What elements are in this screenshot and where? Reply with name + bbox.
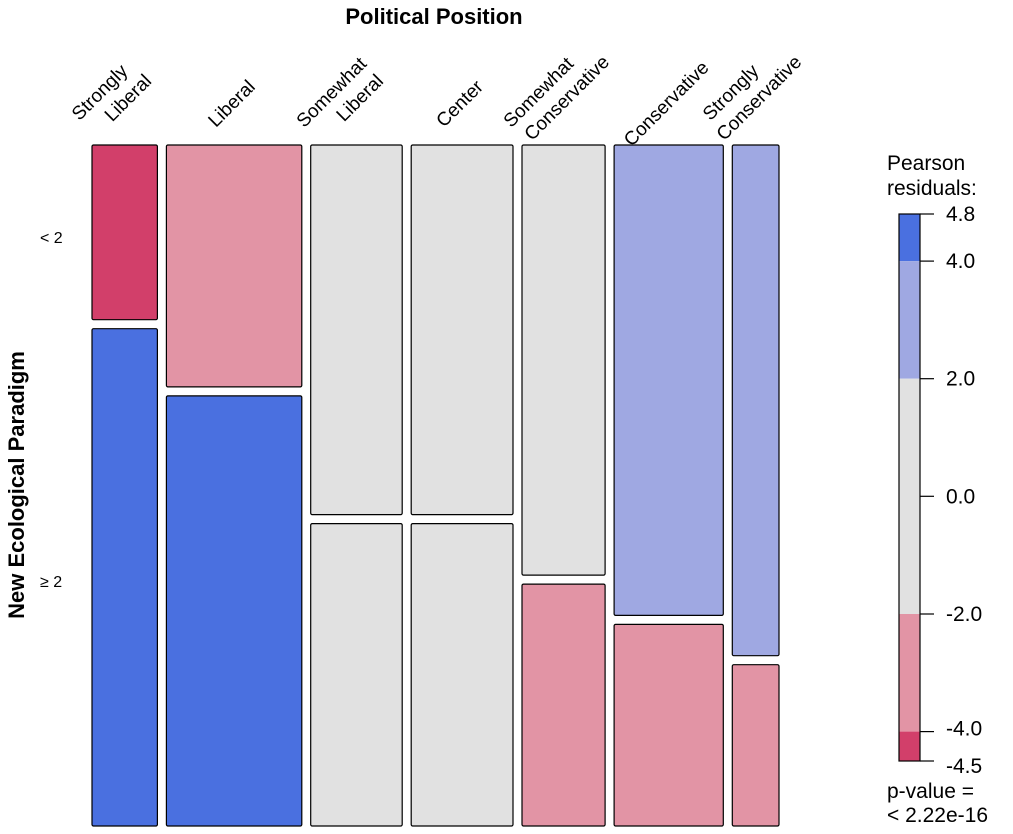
column-label-conservative: Conservative	[620, 57, 713, 150]
p-value-label: p-value =	[887, 780, 974, 803]
column-label-center: Center	[433, 76, 489, 132]
column-labels: StronglyLiberal Liberal SomewhatLiberal Cen…	[68, 35, 806, 151]
legend-tick-label: -2.0	[946, 603, 982, 626]
row-label-lt2: < 2	[40, 230, 63, 247]
tile-liberal-ge2	[165, 395, 303, 827]
column-label-liberal: Liberal	[205, 77, 260, 132]
tile-somewhat-liberal-ge2	[310, 522, 403, 827]
legend-tick-label: 0.0	[946, 485, 975, 508]
tile-center-ge2	[410, 522, 514, 827]
tile-somewhat-conservative-ge2	[521, 583, 606, 827]
legend-band-neg-strong	[899, 731, 920, 761]
legend-band-none	[899, 378, 920, 614]
column-label-somewhat-liberal: SomewhatLiberal	[293, 53, 389, 149]
tile-conservative-lt2	[613, 144, 724, 616]
column-label-strongly-liberal: StronglyLiberal	[68, 54, 156, 142]
legend-tick-label: 2.0	[946, 368, 975, 391]
tile-strongly-conservative-ge2	[731, 664, 780, 827]
tile-strongly-liberal-lt2	[91, 144, 159, 321]
column-label-strongly-conservative: StronglyConservative	[696, 35, 806, 145]
legend-band-pos	[899, 261, 920, 379]
legend-band-pos-strong	[899, 214, 920, 262]
column-label-somewhat-conservative: SomewhatConservative	[500, 35, 614, 149]
mosaic-tiles	[91, 144, 780, 827]
legend-tick-label: 4.8	[946, 203, 975, 226]
tile-strongly-conservative-lt2	[731, 144, 780, 657]
chart-title: Political Position	[345, 4, 522, 29]
tile-center-lt2	[410, 144, 514, 516]
row-labels: < 2 ≥ 2	[40, 230, 63, 591]
legend-tick-label: -4.0	[946, 718, 982, 741]
legend-band-neg	[899, 614, 920, 732]
row-label-ge2: ≥ 2	[40, 574, 62, 591]
p-value: < 2.22e-16	[887, 804, 988, 827]
tile-somewhat-liberal-lt2	[310, 144, 403, 516]
tile-liberal-lt2	[165, 144, 303, 388]
tile-somewhat-conservative-lt2	[521, 144, 606, 576]
legend-frame	[898, 213, 921, 762]
legend-title-2: residuals:	[887, 177, 977, 200]
tile-conservative-ge2	[613, 623, 724, 827]
legend-title: Pearson	[887, 152, 965, 175]
tile-strongly-liberal-ge2	[91, 328, 159, 827]
legend-tick-label: 4.0	[946, 250, 975, 273]
legend-tick-label: -4.5	[946, 755, 982, 778]
y-axis-label: New Ecological Paradigm	[4, 351, 29, 619]
